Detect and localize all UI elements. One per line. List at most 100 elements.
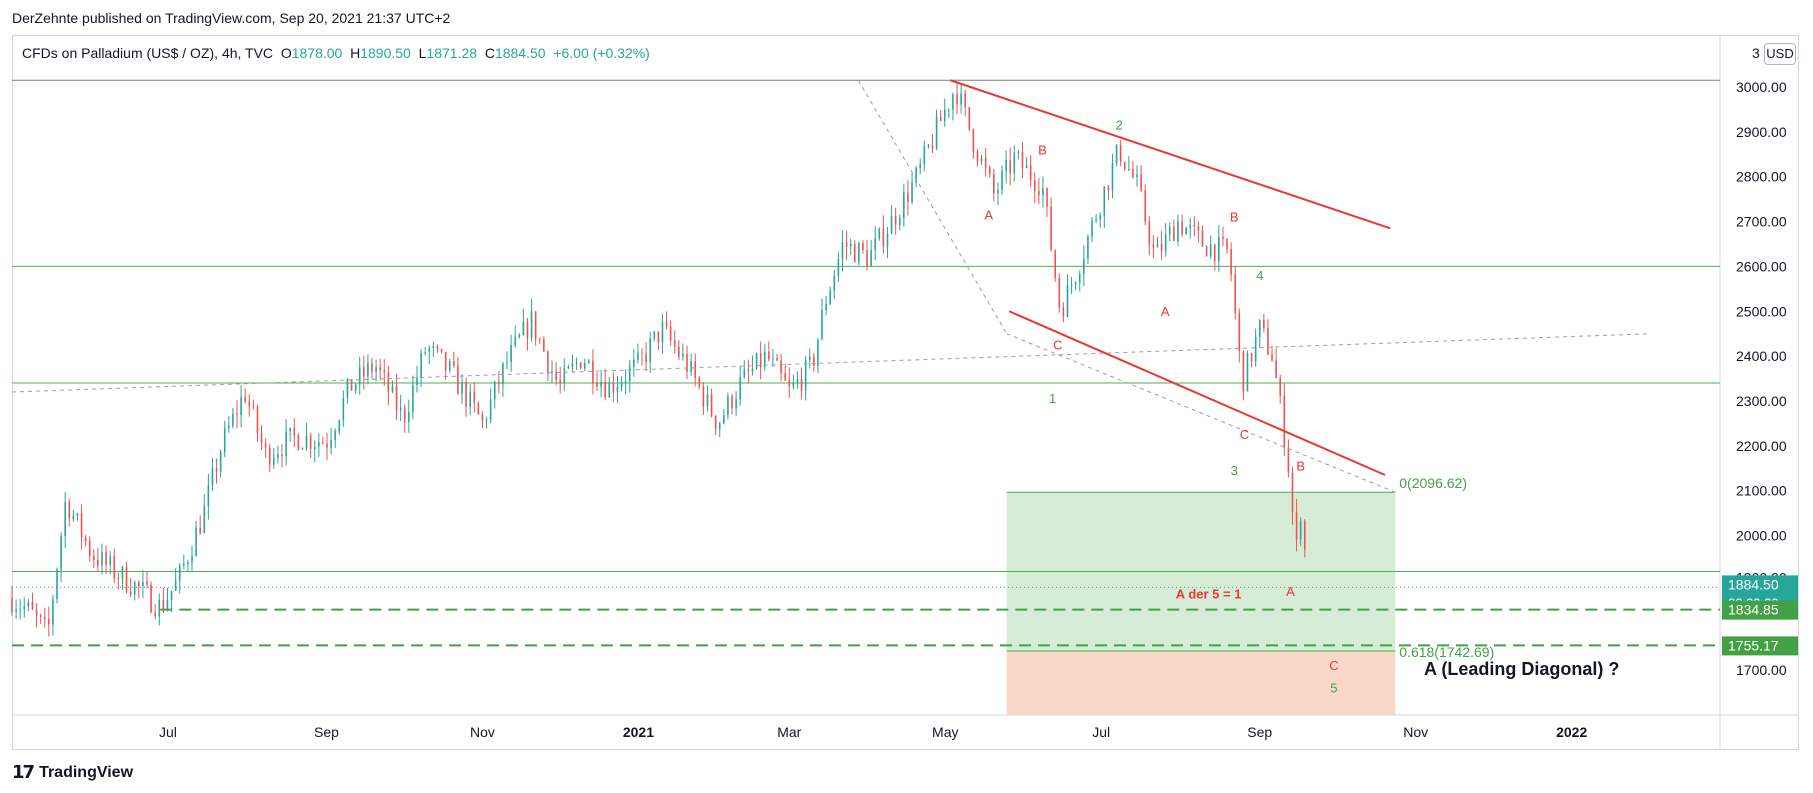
published-line: DerZehnte published on TradingView.com, … bbox=[12, 10, 451, 26]
candle-body bbox=[984, 158, 987, 168]
open-label: O bbox=[280, 45, 292, 61]
candle-body bbox=[1238, 312, 1241, 351]
candle-body bbox=[898, 218, 901, 225]
candle-body bbox=[1115, 144, 1118, 164]
candle-body bbox=[514, 337, 516, 346]
wave-label: A der 5 = 1 bbox=[1176, 586, 1242, 601]
candle-body bbox=[858, 243, 860, 263]
candle-body bbox=[146, 581, 148, 585]
candle-body bbox=[935, 116, 938, 149]
candle-body bbox=[821, 309, 823, 340]
time-tick-label: Mar bbox=[777, 724, 801, 740]
candle-body bbox=[772, 358, 774, 360]
candle-body bbox=[354, 384, 357, 391]
candle-body bbox=[731, 396, 733, 409]
candle-body bbox=[510, 345, 512, 363]
candle-body bbox=[849, 244, 852, 247]
symbol-legend: CFDs on Palladium (US$ / OZ), 4h, TVC O1… bbox=[22, 45, 650, 61]
candle-body bbox=[886, 233, 889, 247]
candle-body bbox=[268, 447, 271, 465]
currency-button[interactable]: USD bbox=[1764, 43, 1796, 65]
candle-body bbox=[498, 381, 500, 385]
candle-body bbox=[1209, 244, 1212, 257]
candle-body bbox=[395, 385, 398, 411]
candle-body bbox=[97, 560, 99, 566]
time-tick-label: Sep bbox=[1247, 724, 1272, 740]
candle-body bbox=[1197, 226, 1200, 231]
candle-body bbox=[1258, 319, 1261, 337]
candle-body bbox=[289, 427, 291, 432]
price-tag bbox=[1722, 636, 1798, 656]
candle-body bbox=[420, 353, 422, 378]
tradingview-logo[interactable]: 17 TradingView bbox=[12, 762, 133, 783]
candle-body bbox=[1246, 353, 1249, 392]
candle-body bbox=[1083, 258, 1085, 275]
candle-body bbox=[15, 609, 17, 612]
candle-body bbox=[993, 174, 995, 194]
time-tick-label: 2022 bbox=[1556, 724, 1587, 740]
candle-body bbox=[915, 168, 917, 183]
candle-body bbox=[264, 443, 267, 448]
candle-body bbox=[727, 396, 729, 416]
candle-body bbox=[1275, 360, 1277, 378]
fib-zones: 0(2096.62) 0.618(1742.69) bbox=[1006, 475, 1494, 715]
candle-body bbox=[739, 377, 742, 400]
candle-body bbox=[723, 415, 725, 424]
candle-body bbox=[285, 431, 287, 457]
candle-body bbox=[121, 567, 124, 579]
candle-body bbox=[228, 425, 230, 429]
candle-body bbox=[964, 93, 967, 108]
candle-body bbox=[988, 167, 991, 175]
candle-body bbox=[1271, 354, 1273, 361]
candle-body bbox=[461, 382, 463, 395]
candle-body bbox=[23, 606, 26, 610]
candle-body bbox=[19, 609, 21, 611]
candle-body bbox=[980, 158, 983, 162]
price-tag-value: 1834.85 bbox=[1728, 602, 1779, 618]
candle-body bbox=[817, 339, 819, 366]
candle-body bbox=[882, 228, 885, 247]
candle-body bbox=[174, 580, 177, 591]
candle-body bbox=[706, 393, 709, 407]
candle-body bbox=[129, 591, 132, 595]
open-value: 1878.00 bbox=[291, 45, 343, 61]
candle-body bbox=[367, 363, 369, 377]
candle-body bbox=[11, 598, 13, 612]
candle-body bbox=[1230, 249, 1232, 275]
candle-body bbox=[1295, 511, 1298, 540]
candle-body bbox=[1107, 186, 1110, 191]
candles bbox=[11, 82, 1306, 637]
wave-label: B bbox=[1296, 459, 1305, 474]
price-tick-label: 2700.00 bbox=[1736, 214, 1787, 230]
candle-body bbox=[346, 379, 349, 398]
candle-body bbox=[281, 454, 283, 457]
price-tick-label: 2800.00 bbox=[1736, 169, 1787, 185]
candle-body bbox=[326, 443, 328, 448]
candle-body bbox=[1152, 244, 1155, 248]
candle-body bbox=[60, 536, 62, 570]
candle-body bbox=[833, 275, 836, 291]
candle-body bbox=[1156, 243, 1159, 248]
candle-body bbox=[203, 506, 206, 534]
trendline bbox=[11, 333, 1651, 393]
candle-body bbox=[596, 382, 598, 387]
candle-body bbox=[870, 250, 872, 267]
candle-body bbox=[158, 599, 161, 617]
price-tick-label: 2000.00 bbox=[1736, 528, 1787, 544]
candle-body bbox=[187, 562, 189, 564]
time-axis: Jul Sep Nov 2021 Mar May Jul Sep Nov 2022 bbox=[12, 714, 1799, 740]
candle-body bbox=[109, 556, 111, 565]
candle-body bbox=[1070, 284, 1073, 286]
candle-body bbox=[453, 361, 455, 366]
candle-body bbox=[469, 391, 471, 408]
candle-body bbox=[1066, 285, 1069, 317]
price-tick-label: 2400.00 bbox=[1736, 348, 1787, 364]
candle-body bbox=[1054, 250, 1057, 278]
candle-body bbox=[800, 378, 803, 391]
low-value: 1871.28 bbox=[426, 45, 478, 61]
candle-body bbox=[600, 381, 602, 387]
candle-body bbox=[628, 366, 631, 382]
price-tick-label: 2300.00 bbox=[1736, 393, 1787, 409]
high-value: 1890.50 bbox=[360, 45, 411, 61]
